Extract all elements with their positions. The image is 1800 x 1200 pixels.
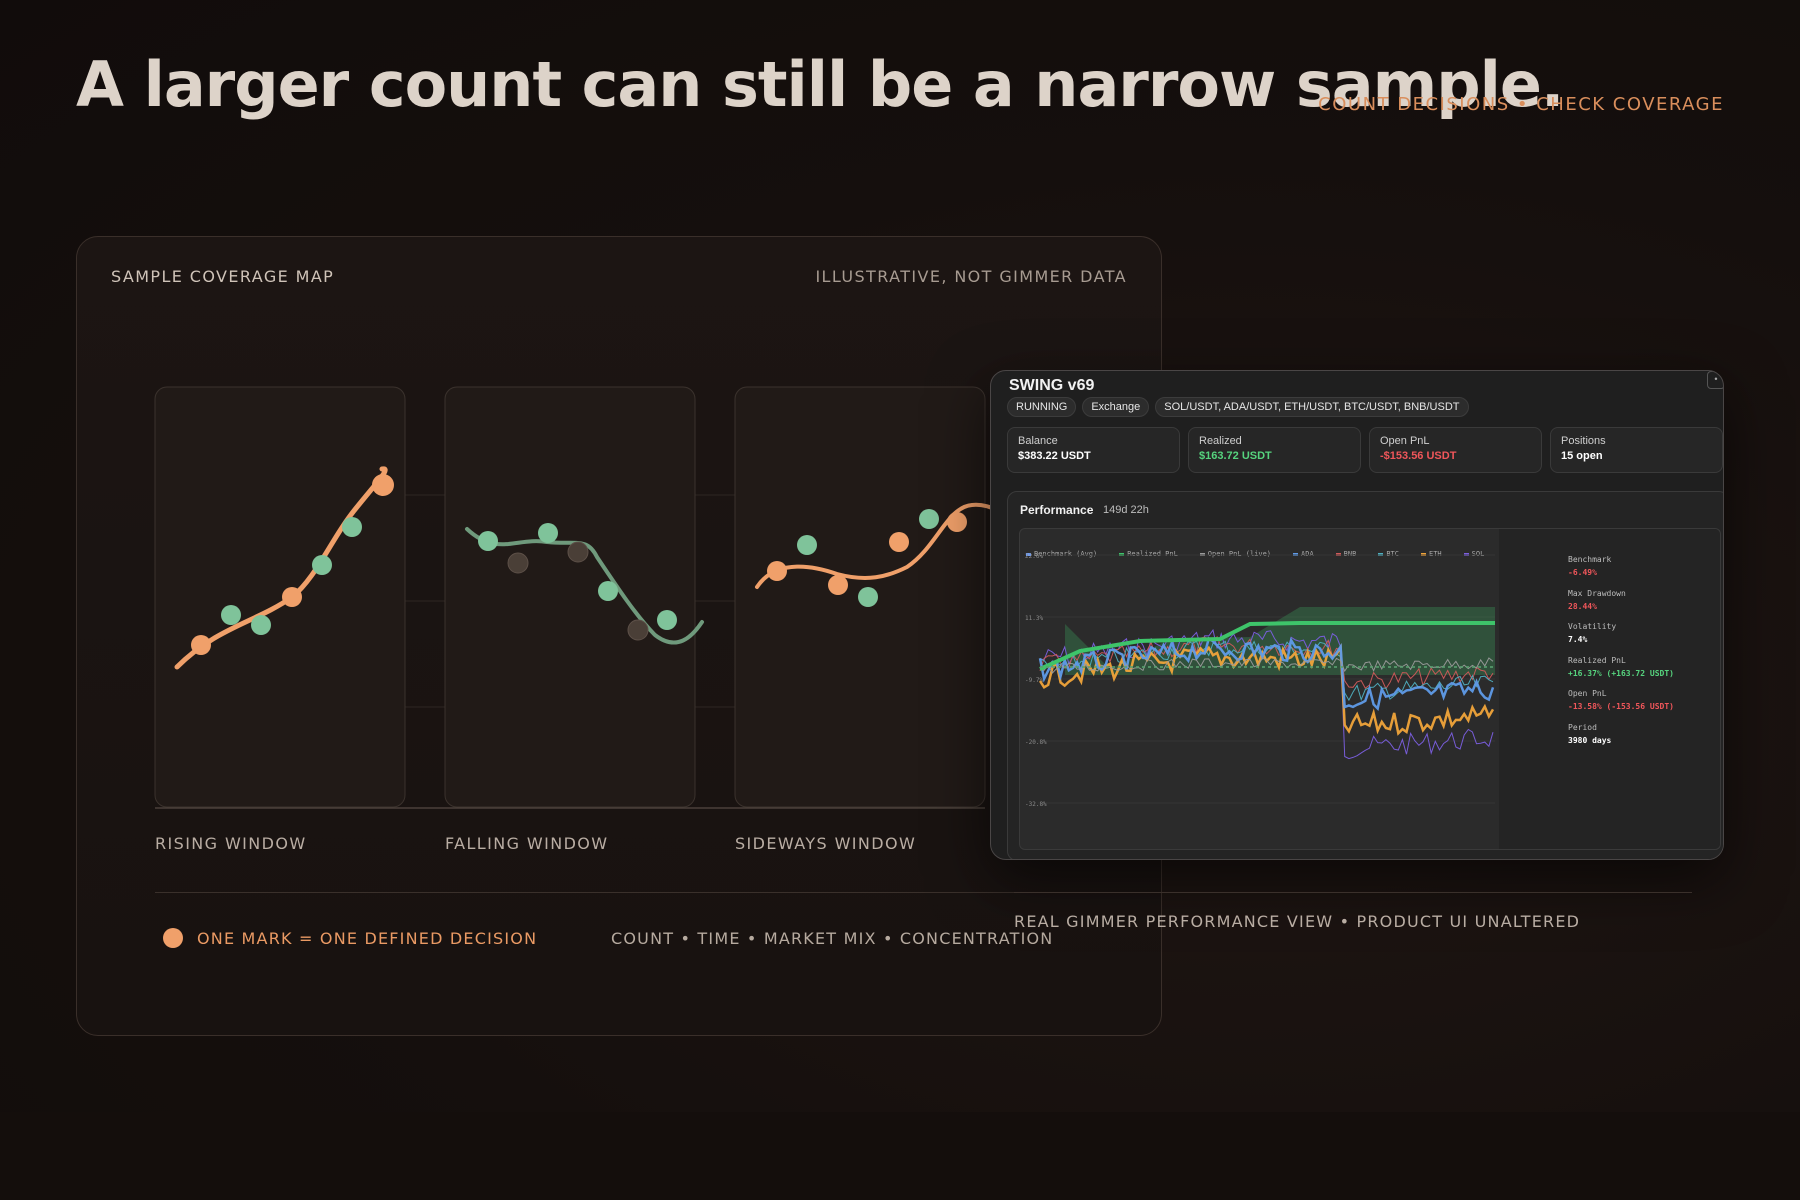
decision-mark: [598, 581, 618, 601]
stat-realized: Realized $163.72 USDT: [1188, 427, 1361, 473]
decision-mark: [797, 535, 817, 555]
metric-value: -13.58% (-153.56 USDT): [1568, 702, 1674, 711]
decision-mark: [828, 575, 848, 595]
decision-mark: [657, 610, 677, 630]
legend-item[interactable]: Open PnL (live): [1200, 550, 1271, 558]
series-line: [1039, 657, 1494, 674]
window-label-sideways: SIDEWAYS WINDOW: [735, 834, 917, 853]
performance-chart[interactable]: Benchmark (Avg) Realized PnL Open PnL (liv…: [1019, 528, 1721, 850]
chart-legend: Benchmark (Avg) Realized PnL Open PnL (liv…: [1026, 550, 1484, 558]
y-tick-label: -32.8%: [1025, 801, 1047, 808]
metric-label: Volatility: [1568, 622, 1617, 631]
coverage-dimensions: COUNT • TIME • MARKET MIX • CONCENTRATIO…: [611, 929, 1054, 948]
metrics-background: [1499, 529, 1720, 849]
exchange-chip: Exchange: [1082, 397, 1150, 417]
pairs-chip: SOL/USDT, ADA/USDT, ETH/USDT, BTC/USDT, …: [1155, 397, 1469, 417]
status-badge: RUNNING: [1007, 397, 1077, 417]
coverage-plots: [154, 386, 1010, 809]
bottom-strip: [0, 1112, 1800, 1200]
decision-mark: [538, 523, 558, 543]
stat-value: 15 open: [1561, 450, 1603, 462]
decision-mark: [919, 509, 939, 529]
legend-item[interactable]: Benchmark (Avg): [1026, 550, 1097, 558]
y-tick-label: -9.7%: [1025, 677, 1043, 684]
performance-duration: 149d 22h: [1103, 504, 1149, 516]
metric-label: Realized PnL: [1568, 655, 1626, 665]
series-line: [1038, 643, 1495, 736]
decision-mark: [251, 615, 271, 635]
legend-item[interactable]: ETH: [1421, 550, 1442, 558]
metric-value: +16.37% (+163.72 USDT): [1568, 668, 1674, 678]
legend-item[interactable]: BTC: [1378, 550, 1399, 558]
tagline: COUNT DECISIONS • CHECK COVERAGE: [1318, 94, 1724, 115]
stat-value: $163.72 USDT: [1199, 450, 1272, 462]
decision-mark: [478, 531, 498, 551]
legend-dot: [163, 928, 183, 948]
stat-label: Realized: [1199, 435, 1242, 447]
window-label-falling: FALLING WINDOW: [445, 834, 609, 853]
bot-chips: RUNNING Exchange SOL/USDT, ADA/USDT, ETH…: [1007, 397, 1469, 417]
decision-mark: [858, 587, 878, 607]
metric-label: Max Drawdown: [1568, 588, 1626, 598]
legend-item[interactable]: BNB: [1336, 550, 1357, 558]
performance-view-window: SWING v69 • RUNNING Exchange SOL/USDT, A…: [990, 370, 1724, 860]
decision-mark: [947, 512, 967, 532]
caption-divider: [1014, 892, 1692, 893]
decision-mark: [567, 541, 589, 563]
decision-mark: [889, 532, 909, 552]
legend-item[interactable]: Realized PnL: [1119, 550, 1178, 558]
legend-text: ONE MARK = ONE DEFINED DECISION: [197, 929, 538, 948]
stat-positions: Positions 15 open: [1550, 427, 1723, 473]
metric-label: Open PnL: [1568, 689, 1607, 698]
bot-name: SWING v69: [1009, 377, 1095, 394]
stat-value: $383.22 USDT: [1018, 450, 1091, 462]
y-tick-label: 22.6%: [1025, 553, 1043, 560]
card-note: ILLUSTRATIVE, NOT GIMMER DATA: [815, 267, 1127, 286]
stat-balance: Balance $383.22 USDT: [1007, 427, 1180, 473]
falling-trend-line: [465, 527, 704, 645]
metric-value: 7.4%: [1568, 635, 1588, 644]
window-label-rising: RISING WINDOW: [155, 834, 307, 853]
performance-panel: Performance 149d 22h Benchmark (Avg) Real…: [1007, 491, 1723, 859]
performance-title: Performance: [1020, 503, 1094, 517]
realized-pnl-line: [1039, 621, 1495, 671]
performance-chart-svg: 22.6% 11.3% -9.7% -20.8% -32.8%: [1025, 529, 1720, 849]
legend-item[interactable]: ADA: [1293, 550, 1314, 558]
window-control-button[interactable]: •: [1707, 371, 1723, 389]
sideways-trend-line: [755, 502, 1010, 589]
metric-value: 28.44%: [1568, 601, 1597, 611]
stat-cards: Balance $383.22 USDT Realized $163.72 US…: [1007, 427, 1723, 473]
decision-mark: [282, 587, 302, 607]
stat-label: Balance: [1018, 435, 1058, 447]
sample-coverage-card: SAMPLE COVERAGE MAP ILLUSTRATIVE, NOT GI…: [76, 236, 1162, 1036]
y-tick-label: -20.8%: [1025, 739, 1047, 746]
stat-label: Open PnL: [1380, 435, 1430, 447]
metric-label: Period: [1568, 722, 1597, 732]
metric-value: -6.49%: [1568, 568, 1597, 577]
headline: A larger count can still be a narrow sam…: [76, 48, 1564, 121]
metric-value: 3980 days: [1568, 735, 1612, 745]
stat-open-pnl: Open PnL -$153.56 USDT: [1369, 427, 1542, 473]
decision-mark: [627, 619, 649, 641]
decision-mark: [191, 635, 211, 655]
rising-window-panel: [154, 386, 406, 808]
decision-mark: [507, 552, 529, 574]
card-divider: [155, 892, 1063, 893]
series-line: [1038, 636, 1495, 712]
y-tick-label: 11.3%: [1025, 615, 1043, 622]
decision-mark: [372, 474, 394, 496]
performance-caption: REAL GIMMER PERFORMANCE VIEW • PRODUCT U…: [1014, 912, 1581, 931]
decision-mark: [221, 605, 241, 625]
decision-mark: [767, 561, 787, 581]
stat-value: -$153.56 USDT: [1380, 450, 1457, 462]
stat-label: Positions: [1561, 435, 1606, 447]
legend-item[interactable]: SOL: [1464, 550, 1485, 558]
series-line: [1039, 640, 1494, 702]
decision-mark: [312, 555, 332, 575]
card-title: SAMPLE COVERAGE MAP: [111, 267, 335, 286]
falling-window-panel: [444, 386, 696, 808]
metric-label: Benchmark: [1568, 555, 1612, 564]
decision-mark: [342, 517, 362, 537]
